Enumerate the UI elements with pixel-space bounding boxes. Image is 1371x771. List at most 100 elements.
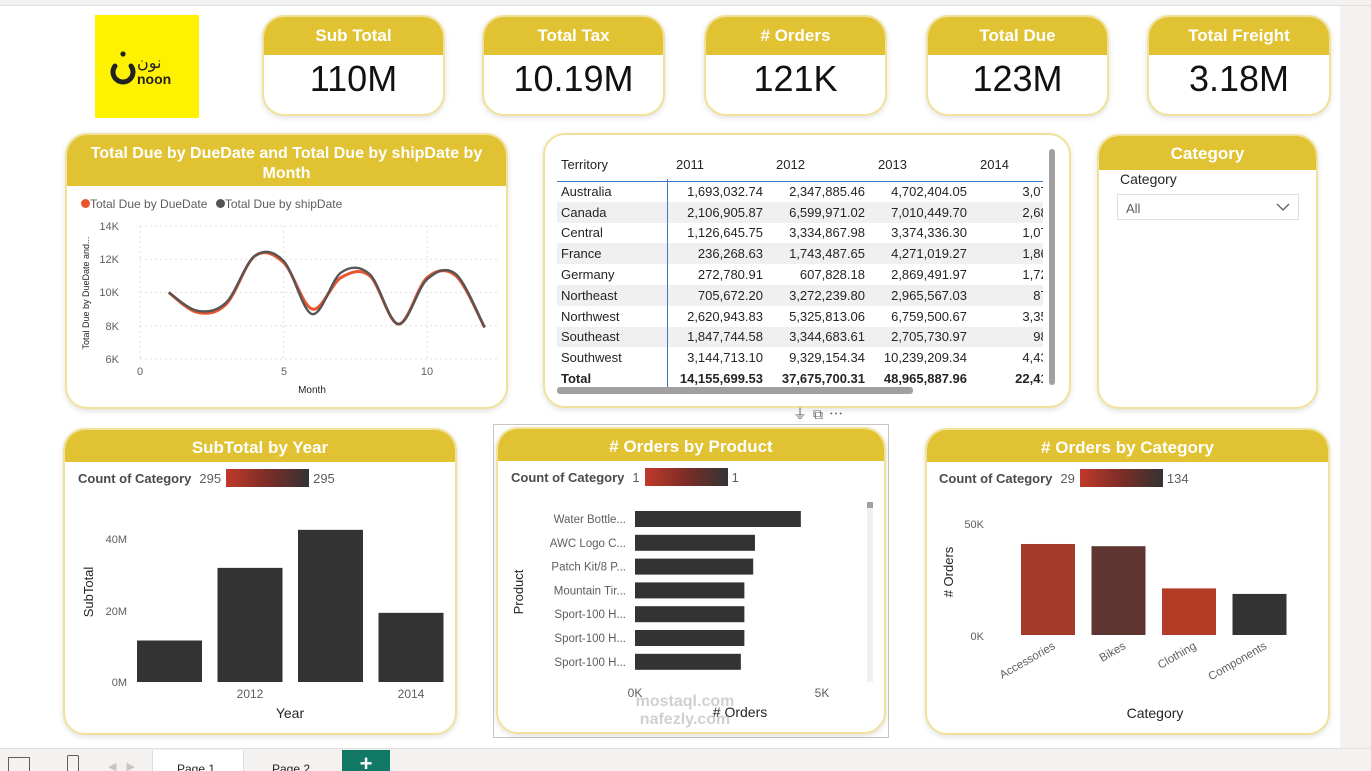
total-cell: 37,675,700.31 bbox=[781, 371, 865, 387]
matrix-vertical-scrollbar[interactable] bbox=[1049, 149, 1055, 385]
table-row[interactable]: France 236,268.63 1,743,487.65 4,271,019.27… bbox=[557, 243, 1043, 265]
matrix-header[interactable]: 2013 bbox=[878, 156, 907, 172]
kpi-value: 123M bbox=[972, 58, 1063, 99]
matrix-header[interactable]: Territory bbox=[561, 156, 608, 172]
tab-scroll-arrows[interactable]: ◀▶ bbox=[108, 761, 145, 771]
product-bar bbox=[635, 582, 745, 599]
x-tick: 0K bbox=[628, 686, 643, 700]
y-tick: 6K bbox=[106, 354, 120, 366]
matrix-table: Territory 2011 2012 2013 2014 Australia 1… bbox=[557, 149, 1043, 389]
value-cell: 9,329,154.34 bbox=[789, 350, 865, 366]
table-row[interactable]: Southwest 3,144,713.10 9,329,154.34 10,239,… bbox=[557, 347, 1043, 368]
bar-2012 bbox=[217, 567, 283, 682]
total-cell: 22,419,49 bbox=[1015, 371, 1043, 387]
gradient-legend: Count of Category 295 295 bbox=[78, 469, 335, 487]
desktop-layout-icon[interactable] bbox=[8, 757, 30, 771]
y-tick: 0M bbox=[112, 677, 127, 689]
table-row[interactable]: Central 1,126,645.75 3,334,867.98 3,374,336… bbox=[557, 223, 1043, 244]
series-line-duedate bbox=[167, 251, 486, 329]
table-row[interactable]: Northeast 705,672.20 3,272,239.80 2,965,567… bbox=[557, 284, 1043, 306]
value-cell: 1,077,44 bbox=[1022, 225, 1043, 241]
slicer-header: Category bbox=[1099, 136, 1316, 170]
add-page-button[interactable]: + bbox=[342, 750, 390, 771]
matrix-header[interactable]: 2011 bbox=[676, 156, 704, 172]
orders-product-chart-svg: Water Bottle... AWC Logo C... Patch Kit/8 … bbox=[511, 511, 829, 720]
value-cell: 876,73 bbox=[1033, 287, 1043, 303]
value-cell: 985,94 bbox=[1033, 329, 1043, 345]
slicer-label: Category bbox=[1120, 171, 1177, 187]
value-cell: 6,759,500.67 bbox=[891, 308, 967, 324]
x-axis-title: # Orders bbox=[713, 704, 767, 720]
chevron-down-icon bbox=[1276, 203, 1290, 211]
y-tick: 0K bbox=[971, 631, 985, 643]
value-cell: 3,071,05 bbox=[1022, 184, 1043, 200]
table-row[interactable]: Australia 1,693,032.74 2,347,885.46 4,702,4… bbox=[557, 181, 1043, 202]
legend-max: 295 bbox=[313, 470, 335, 486]
value-cell: 1,868,97 bbox=[1022, 246, 1043, 262]
x-tick: 5 bbox=[281, 366, 287, 378]
kpi-card-total-due[interactable]: Total Due 123M bbox=[926, 15, 1109, 116]
matrix-header[interactable]: 2012 bbox=[776, 156, 805, 172]
line-chart-visual[interactable]: Total Due by DueDate and Total Due by sh… bbox=[65, 133, 508, 409]
kpi-card-orders[interactable]: # Orders 121K bbox=[704, 15, 887, 116]
right-gutter bbox=[1340, 6, 1371, 748]
chart-scrollbar-thumb[interactable] bbox=[867, 502, 873, 508]
territory-matrix[interactable]: Territory 2011 2012 2013 2014 Australia 1… bbox=[543, 133, 1071, 408]
kpi-card-subtotal[interactable]: Sub Total 110M bbox=[262, 15, 445, 116]
more-options-icon[interactable]: ⋯ bbox=[829, 406, 849, 422]
watermark-line1: mostaql.com bbox=[635, 693, 735, 710]
category-slicer[interactable]: Category Category All bbox=[1097, 134, 1318, 409]
product-label: Mountain Tir... bbox=[554, 585, 626, 597]
value-cell: 7,010,449.70 bbox=[891, 204, 967, 220]
category-dropdown[interactable]: All bbox=[1117, 194, 1299, 220]
filter-icon[interactable]: ⏚ bbox=[793, 406, 813, 422]
y-tick: 20M bbox=[106, 606, 127, 618]
x-axis-title: Month bbox=[298, 385, 326, 396]
subtotal-by-year-visual[interactable]: SubTotal by Year Count of Category 295 2… bbox=[63, 428, 457, 735]
value-cell: 4,437,51 bbox=[1022, 350, 1043, 366]
orders-category-chart-svg: Accessories Bikes Clothing Components 50K 0… bbox=[941, 519, 1287, 721]
y-axis-title: # Orders bbox=[941, 546, 956, 597]
tab-page-2[interactable]: Page 2 bbox=[246, 750, 338, 771]
kpi-value: 3.18M bbox=[1188, 58, 1290, 99]
value-cell: 3,272,239.80 bbox=[789, 287, 865, 303]
focus-mode-icon[interactable]: ⧉ bbox=[813, 406, 829, 422]
value-cell: 3,374,336.30 bbox=[891, 225, 967, 241]
value-cell: 1,729,71 bbox=[1022, 267, 1043, 283]
watermark: mostaql.com nafezly.com bbox=[600, 693, 770, 753]
orders-by-category-visual[interactable]: # Orders by Category Count of Category 2… bbox=[925, 428, 1330, 735]
table-row[interactable]: Canada 2,106,905.87 6,599,971.02 7,010,449.… bbox=[557, 201, 1043, 223]
matrix-header[interactable]: 2014 bbox=[980, 156, 1009, 172]
territory-cell: Northeast bbox=[561, 287, 618, 303]
y-tick: 8K bbox=[106, 321, 120, 333]
territory-cell: France bbox=[561, 246, 602, 262]
category-label: Bikes bbox=[1098, 640, 1129, 665]
product-bar bbox=[635, 558, 754, 575]
category-label: Components bbox=[1207, 640, 1270, 683]
table-row[interactable]: Germany 272,780.91 607,828.18 2,869,491.97 1… bbox=[557, 264, 1043, 285]
kpi-value: 10.19M bbox=[513, 58, 634, 99]
orders-by-product-visual[interactable]: # Orders by Product Count of Category 1 … bbox=[496, 427, 886, 734]
total-row[interactable]: Total 14,155,699.53 37,675,700.31 48,965,88… bbox=[557, 368, 1043, 389]
value-cell: 607,828.18 bbox=[799, 267, 865, 283]
legend-title: Count of Category bbox=[511, 469, 625, 485]
tab-label: Page 1 bbox=[177, 762, 216, 771]
territory-cell: Central bbox=[561, 225, 603, 241]
kpi-card-total-freight[interactable]: Total Freight 3.18M bbox=[1147, 15, 1331, 116]
chart-scrollbar-track[interactable] bbox=[867, 502, 873, 682]
table-row[interactable]: Southeast 1,847,744.58 3,344,683.61 2,705,7… bbox=[557, 326, 1043, 348]
value-cell: 10,239,209.34 bbox=[883, 350, 967, 366]
kpi-label: Total Tax bbox=[484, 17, 663, 55]
table-row[interactable]: Northwest 2,620,943.83 5,325,813.06 6,759,5… bbox=[557, 306, 1043, 327]
category-bar bbox=[1021, 543, 1075, 635]
legend-title: Count of Category bbox=[78, 470, 192, 486]
bar-2011 bbox=[137, 640, 202, 682]
matrix-horizontal-scrollbar[interactable] bbox=[557, 387, 913, 394]
tab-page-1[interactable]: Page 1 bbox=[152, 750, 244, 771]
value-cell: 2,869,491.97 bbox=[891, 267, 967, 283]
kpi-card-total-tax[interactable]: Total Tax 10.19M bbox=[482, 15, 665, 116]
top-strip bbox=[0, 0, 1371, 6]
line-chart-svg: 14K 12K 10K 8K 6K 0 5 10 Month Total Due… bbox=[81, 221, 499, 396]
mobile-layout-icon[interactable] bbox=[67, 755, 79, 771]
y-tick: 14K bbox=[99, 221, 119, 233]
